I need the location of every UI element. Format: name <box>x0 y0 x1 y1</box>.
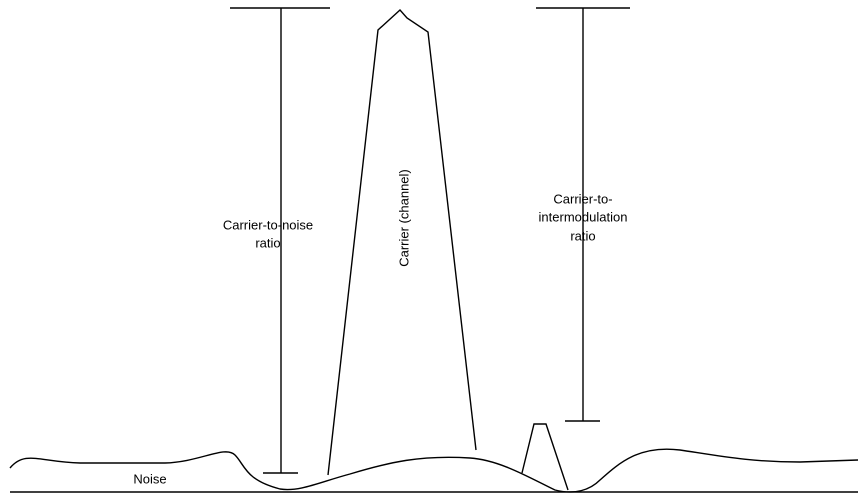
label: Noise <box>133 471 166 486</box>
label: Carrier (channel) <box>396 169 411 267</box>
noise-curve <box>9 448 859 493</box>
intermod-spur <box>521 423 569 491</box>
label: ratio <box>255 235 280 250</box>
label: ratio <box>570 228 595 243</box>
carrier-peak <box>327 9 477 476</box>
label: intermodulation <box>539 209 628 224</box>
label: Carrier-to- <box>553 191 612 206</box>
cn-bar <box>230 7 330 474</box>
label: Carrier-to-noise <box>223 217 313 232</box>
ci-bar <box>536 7 630 422</box>
